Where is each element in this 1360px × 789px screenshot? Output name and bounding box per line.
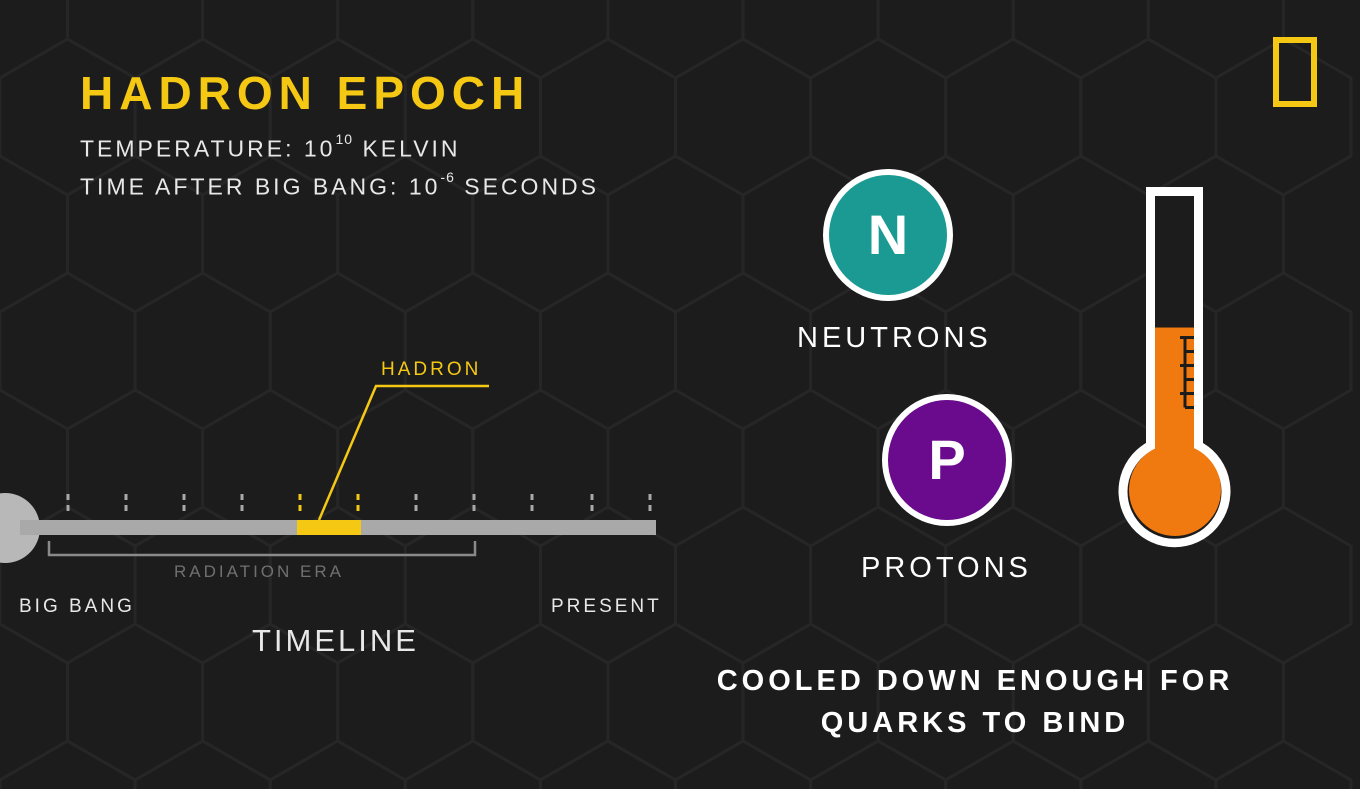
temperature-base: 10 xyxy=(303,135,336,162)
radiation-era-bracket xyxy=(47,541,477,557)
radiation-era-label: RADIATION ERA xyxy=(174,562,344,581)
caption-line-2: QUARKS TO BIND xyxy=(820,707,1130,739)
neutron-letter: N xyxy=(867,203,909,266)
page-title: HADRON EPOCH xyxy=(80,67,531,119)
thermometer-mercury-column xyxy=(1155,327,1194,470)
hadron-segment xyxy=(297,520,361,535)
timeline-ticks xyxy=(66,494,652,516)
neutrons-label: NEUTRONS xyxy=(797,322,992,354)
proton-circle: P xyxy=(882,394,1012,526)
hexagon-cell xyxy=(403,739,542,789)
big-bang-dot xyxy=(0,493,40,563)
temperature-unit: KELVIN xyxy=(362,135,461,162)
time-base: 10 xyxy=(408,173,441,200)
proton-letter: P xyxy=(928,428,966,491)
thermometer-bulb xyxy=(1129,444,1221,536)
temperature-label: TEMPERATURE: xyxy=(80,135,295,162)
neutron-circle: N xyxy=(823,169,953,301)
hexagon-cell xyxy=(268,739,407,789)
big-bang-label: BIG BANG xyxy=(19,596,135,617)
hexagon-cell xyxy=(809,739,948,789)
hexagon-cell xyxy=(944,739,1083,789)
time-line: TIME AFTER BIG BANG: 10-6 SECONDS xyxy=(80,170,600,200)
hexagon-cell xyxy=(1214,739,1353,789)
temperature-line: TEMPERATURE: 1010 KELVIN xyxy=(80,132,461,162)
time-exponent: -6 xyxy=(440,169,455,185)
hexagon-cell xyxy=(1079,739,1218,789)
thermometer-scale-marks xyxy=(1180,336,1194,410)
time-unit: SECONDS xyxy=(464,173,600,200)
hexagon-cell xyxy=(133,739,272,789)
present-label: PRESENT xyxy=(551,596,662,617)
hexagon-cell xyxy=(674,739,813,789)
temperature-exponent: 10 xyxy=(335,131,354,147)
hexagon-cell xyxy=(0,739,137,789)
protons-label: PROTONS xyxy=(861,552,1032,584)
timeline-title: TIMELINE xyxy=(252,623,419,658)
timeline-diagram xyxy=(0,384,656,563)
yellow-rectangle-logo-icon xyxy=(1273,37,1317,107)
caption-line-1: COOLED DOWN ENOUGH FOR xyxy=(716,665,1234,697)
hadron-marker-label: HADRON xyxy=(381,359,482,380)
time-label: TIME AFTER BIG BANG: xyxy=(80,173,400,200)
caption: COOLED DOWN ENOUGH FOR QUARKS TO BIND xyxy=(690,660,1260,744)
hadron-leader-line xyxy=(317,384,489,521)
hexagon-cell xyxy=(538,739,677,789)
